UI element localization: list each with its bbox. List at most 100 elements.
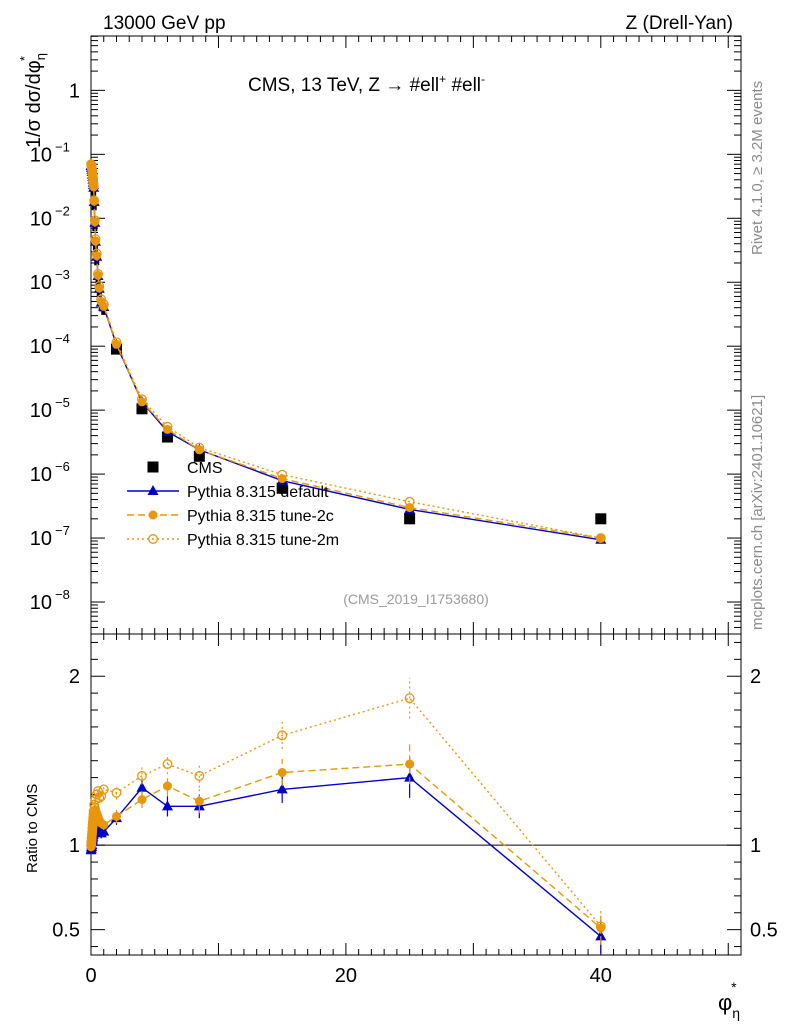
data-point-cms [193,450,205,462]
ratio-point-pythia-8-315-default [404,771,416,782]
x-tick-label: 20 [335,965,357,987]
ratio-point-pythia-8-315-tune-2c [99,820,109,830]
series-pythia-8-315-tune-2c [86,160,606,945]
ratio-point-pythia-8-315-default [276,783,288,794]
data-point-pythia-8-315-tune-2m [404,496,415,507]
ratio-point-pythia-8-315-tune-2m [162,759,173,770]
ratio-point-pythia-8-315-tune-2m [86,840,97,851]
ratio-point-pythia-8-315-tune-2m [86,836,97,847]
x-axis-label-main: φ [718,990,732,1015]
data-point-pythia-8-315-tune-2c [596,533,606,543]
y-tick-label-exponent: −4 [55,331,70,346]
y-tick-label: 10 [30,464,52,486]
data-point-pythia-8-315-tune-2m [90,234,101,245]
y-tick-label-exponent: −3 [55,267,70,282]
ratio-point-pythia-8-315-tune-2m [89,799,100,810]
y-tick-label: 10 [30,208,52,230]
ratio-point-pythia-8-315-default [98,825,110,836]
ratio-axis-label: Ratio to CMS [24,784,41,873]
ratio-point-pythia-8-315-default [136,781,148,792]
data-point-pythia-8-315-tune-2c [89,196,99,206]
series-layer [85,159,607,954]
y-tick-label: 10 [30,400,52,422]
data-point-pythia-8-315-tune-2c [162,424,172,434]
source-label: mcplots.cern.ch [arXiv:2401.10621] [749,395,766,630]
ratio-point-pythia-8-315-tune-2m [111,787,122,798]
ratio-point-pythia-8-315-default [161,800,173,811]
y-tick-label: 10 [30,144,52,166]
data-point-pythia-8-315-tune-2m [595,533,606,544]
ratio-point-pythia-8-315-tune-2c [111,811,121,821]
data-point-pythia-8-315-tune-2m [94,281,105,292]
data-point-pythia-8-315-tune-2m [162,421,173,432]
legend-marker [147,461,159,473]
x-tick-label: 40 [590,965,612,987]
chart-title: CMS, 13 TeV, Z → #ell+ #ell- [248,72,485,96]
chart-title-sup2: - [481,72,485,86]
y-axis-label-main: 1/σ dσ/dφ [23,60,45,148]
data-point-pythia-8-315-tune-2m [89,215,100,226]
ratio-point-pythia-8-315-tune-2m [86,833,97,844]
legend-marker [147,485,159,495]
legend-marker [148,510,158,520]
legend-label: Pythia 8.315 default [187,484,329,501]
ratio-tick-label: 0.5 [52,920,80,942]
data-point-cms [136,403,148,415]
ratio-point-pythia-8-315-tune-2c [162,781,172,791]
legend-label: CMS [187,460,223,477]
data-point-pythia-8-315-tune-2m [93,268,103,279]
x-axis-label-sup: * [731,979,737,995]
ratio-tick-label: 2 [69,666,80,688]
ratio-point-pythia-8-315-tune-2m [595,921,606,932]
y-tick-label: 10 [30,272,52,294]
x-axis-label-sub: η [732,1005,740,1021]
ratio-point-pythia-8-315-default [595,930,607,941]
chart-title-sup1: + [439,72,446,86]
data-point-pythia-8-315-tune-2m [277,469,288,480]
energy-label: 13000 GeV pp [103,13,226,34]
ratio-point-pythia-8-315-tune-2c [277,768,287,778]
data-point-pythia-8-315-tune-2m [91,248,102,259]
series-pythia-8-315-tune-2m [86,159,606,944]
y-tick-label: 1 [69,80,80,102]
ratio-point-pythia-8-315-tune-2m [87,816,98,827]
data-point-pythia-8-315-tune-2m [88,175,99,186]
legend-entry-pythia-8-315-tune-2c: Pythia 8.315 tune-2c [127,508,334,525]
ratio-point-pythia-8-315-tune-2m [404,693,415,704]
y-axis-label: 1/σ dσ/dφη* [17,53,48,148]
analysis-label: (CMS_2019_I1753680) [343,591,489,607]
ratio-point-pythia-8-315-tune-2m [86,830,97,840]
ratio-tick-label: 0.5 [750,920,778,942]
legend-label: Pythia 8.315 tune-2m [187,532,339,549]
data-point-pythia-8-315-tune-2c [137,397,147,407]
ratio-point-pythia-8-315-tune-2m [88,809,99,820]
ratio-tick-label: 1 [750,835,761,857]
rivet-label: Rivet 4.1.0, ≥ 3.2M events [749,81,766,255]
chart-title-mid: #ell [446,75,481,96]
ratio-point-pythia-8-315-tune-2m [98,784,109,795]
data-point-pythia-8-315-tune-2m [194,442,205,453]
x-tick-label: 0 [85,965,96,987]
y-tick-label-exponent: −6 [55,459,70,474]
ratio-tick-label: 2 [750,666,761,688]
ratio-point-pythia-8-315-tune-2m [88,813,99,824]
ratio-point-pythia-8-315-tune-2m [87,823,98,834]
data-point-pythia-8-315-tune-2m [137,394,147,405]
data-point-pythia-8-315-tune-2m [88,181,99,191]
ratio-point-pythia-8-315-tune-2m [194,770,205,781]
ratio-point-pythia-8-315-tune-2m [87,826,98,837]
ratio-point-pythia-8-315-tune-2m [94,792,105,803]
ratio-panel-frame [90,633,742,956]
ratio-point-pythia-8-315-tune-2c [405,759,415,769]
data-point-cms [404,513,416,525]
data-point-pythia-8-315-tune-2m [89,195,100,206]
data-point-cms [276,482,288,494]
y-tick-label-exponent: −2 [55,203,70,218]
series-pythia-8-315-default [85,159,607,954]
ratio-tick-label: 1 [69,835,80,857]
series-cms [88,160,607,525]
legend-entry-pythia-8-315-default: Pythia 8.315 default [127,484,329,501]
y-tick-label: 10 [30,336,52,358]
y-tick-label-exponent: −7 [55,523,70,538]
